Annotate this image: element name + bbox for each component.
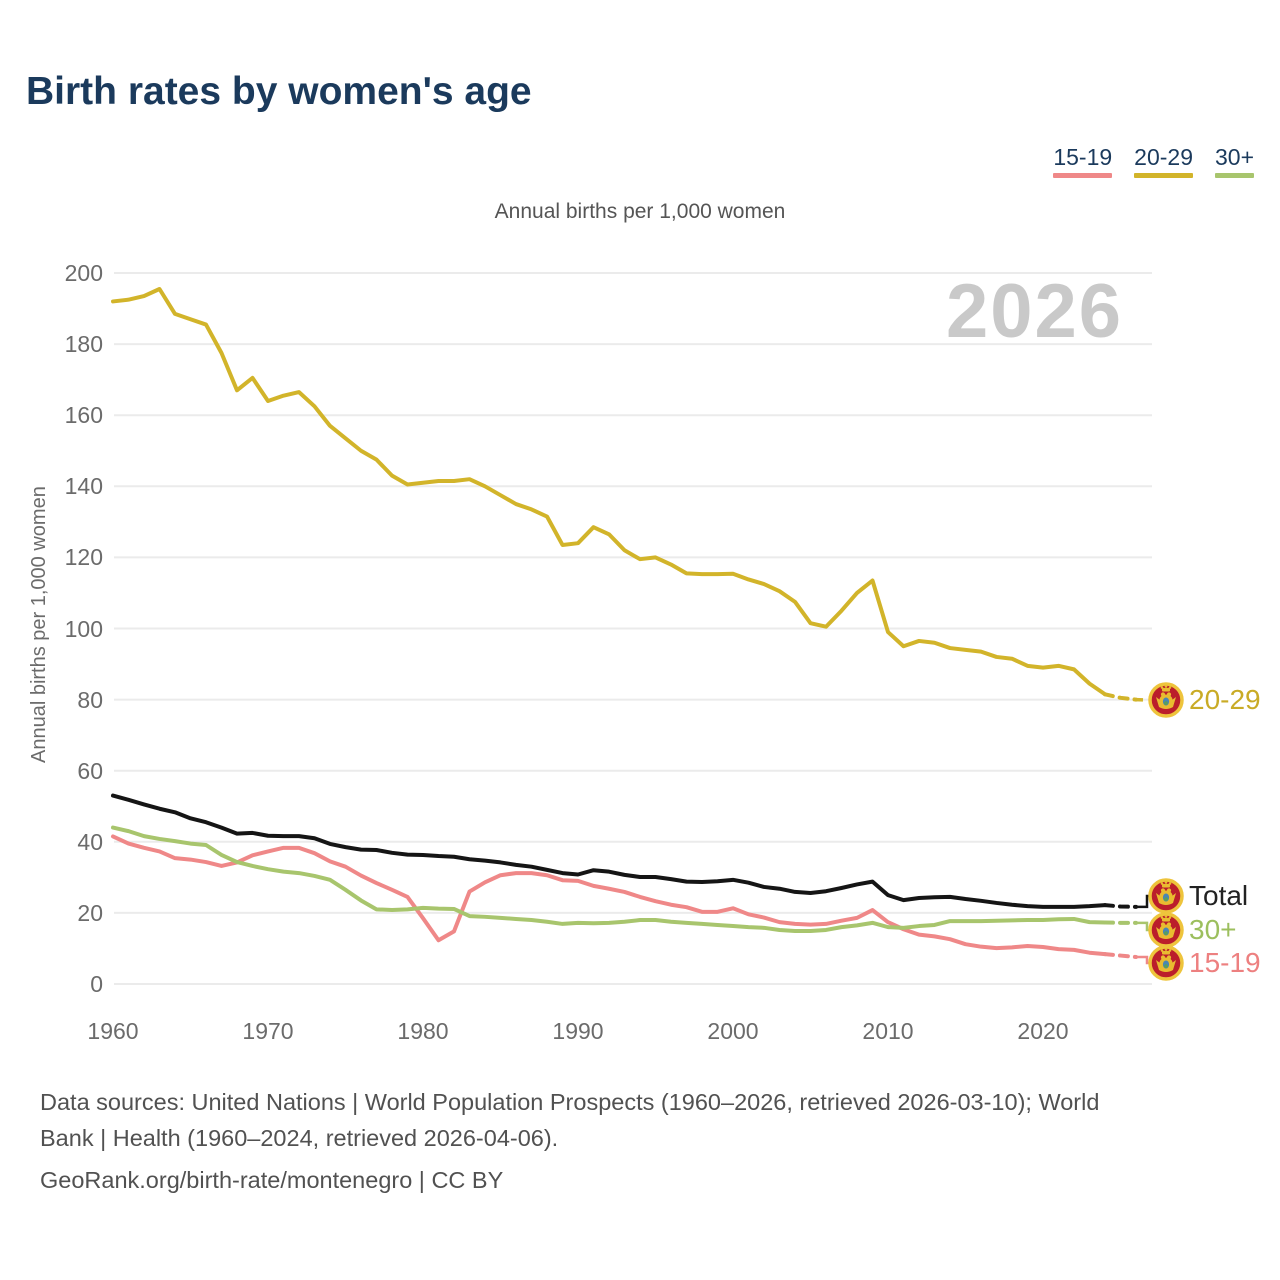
legend-swatch-30plus — [1214, 173, 1254, 178]
x-tick-2000: 2000 — [707, 1018, 759, 1044]
line-Total — [111, 793, 1107, 909]
x-tick-1990: 1990 — [552, 1018, 604, 1044]
legend-label-30plus: 30+ — [1214, 144, 1254, 170]
footer-attribution: GeoRank.org/birth-rate/montenegro | CC B… — [40, 1167, 504, 1193]
legend-item-30plus[interactable]: 30+ — [1214, 144, 1254, 178]
end-label-15-19: 15-19 — [1189, 947, 1261, 978]
end-label-20-29: 20-29 — [1189, 684, 1261, 715]
footer-source-line-2: Bank | Health (1960–2024, retrieved 2026… — [40, 1125, 559, 1151]
x-tick-1960: 1960 — [87, 1018, 139, 1044]
footer-source-line-1: Data sources: United Nations | World Pop… — [40, 1089, 1100, 1115]
y-tick-100: 100 — [64, 615, 103, 642]
legend-swatch-15-19 — [1053, 173, 1113, 178]
chart-subtitle: Annual births per 1,000 women — [494, 200, 786, 223]
legend-label-15-19: 15-19 — [1053, 144, 1113, 170]
flag-marker-20-29 — [1148, 682, 1184, 718]
legend: 15-19 20-29 30+ — [1053, 146, 1254, 178]
flag-marker-15-19 — [1148, 945, 1184, 981]
page-title: Birth rates by women's age — [26, 70, 532, 113]
line-15-19 — [111, 834, 1107, 957]
x-tick-1980: 1980 — [397, 1018, 449, 1044]
y-tick-200: 200 — [64, 260, 103, 286]
x-tick-2010: 2010 — [862, 1018, 914, 1044]
legend-item-15-19[interactable]: 15-19 — [1053, 144, 1113, 178]
end-label-Total: Total — [1189, 880, 1248, 911]
end-label-30+: 30+ — [1189, 914, 1237, 945]
y-tick-20: 20 — [77, 899, 103, 926]
y-tick-160: 160 — [64, 402, 103, 429]
line-15-19-projection — [1103, 952, 1138, 959]
y-tick-140: 140 — [64, 473, 103, 500]
x-tick-2020: 2020 — [1017, 1018, 1069, 1044]
line-Total-projection — [1103, 903, 1138, 909]
legend-item-20-29[interactable]: 20-29 — [1134, 146, 1193, 178]
y-tick-180: 180 — [64, 331, 103, 358]
legend-swatch-20-29 — [1134, 173, 1193, 178]
y-tick-120: 120 — [64, 544, 103, 571]
y-tick-40: 40 — [77, 828, 103, 855]
line-20-29 — [111, 286, 1107, 697]
y-tick-0: 0 — [90, 971, 103, 997]
watermark-year: 2026 — [946, 269, 1124, 354]
flag-marker-Total — [1148, 878, 1184, 914]
flag-marker-30+ — [1148, 912, 1184, 948]
legend-label-20-29: 20-29 — [1134, 144, 1193, 170]
line-30+ — [111, 825, 1107, 934]
y-tick-60: 60 — [77, 757, 103, 784]
y-tick-80: 80 — [77, 686, 103, 713]
x-tick-1970: 1970 — [242, 1018, 294, 1044]
line-20-29-projection — [1103, 692, 1138, 702]
